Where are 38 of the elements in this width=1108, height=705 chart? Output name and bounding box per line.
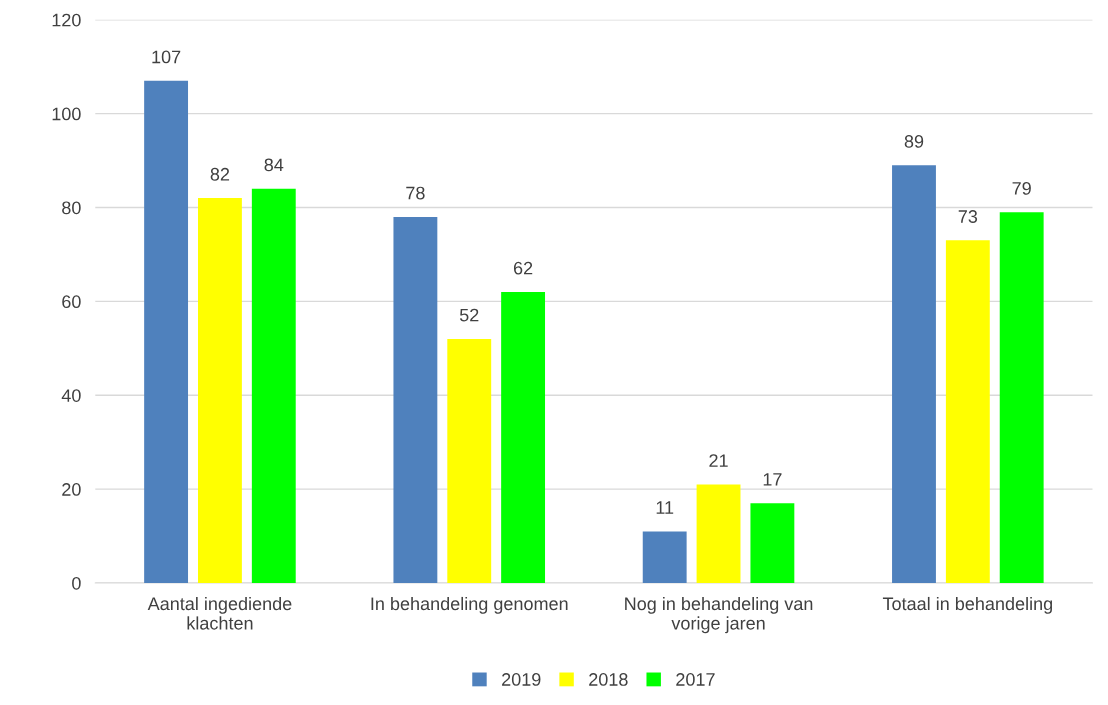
y-tick-label: 100: [52, 107, 81, 121]
bar: [251, 188, 296, 584]
bar: [393, 216, 438, 584]
data-label: 11: [656, 501, 674, 514]
data-label: 84: [264, 158, 284, 172]
y-tick-label: 20: [62, 483, 81, 496]
legend-label: 2017: [676, 673, 715, 686]
bar: [642, 531, 687, 584]
bar: [999, 212, 1044, 584]
x-tick-label: Nog in behandeling van vorige jaren: [625, 596, 813, 634]
bar: [198, 198, 242, 584]
bar: [144, 80, 189, 584]
data-label: 78: [406, 186, 425, 200]
data-label: 82: [210, 167, 230, 181]
y-tick-label: 60: [62, 295, 81, 309]
x-tick-label: Aantal ingediende klachten: [147, 596, 292, 630]
bar: [501, 292, 546, 584]
y-tick-label: 120: [52, 13, 81, 27]
legend-label: 2019: [502, 673, 541, 686]
data-label: 79: [1012, 181, 1031, 195]
legend-label: 2018: [589, 673, 628, 686]
bar: [696, 484, 741, 584]
bar: [892, 165, 936, 584]
y-tick-label: 40: [61, 389, 81, 402]
x-tick-label: In behandeling genomen: [371, 596, 568, 614]
bar: [447, 338, 492, 584]
bar: [750, 503, 795, 584]
data-label: 17: [763, 473, 782, 486]
data-label: 21: [709, 454, 728, 467]
data-label: 52: [459, 308, 479, 322]
data-label: 89: [904, 135, 924, 148]
data-label: 107: [152, 50, 181, 64]
data-label: 62: [513, 261, 533, 275]
data-label: 73: [958, 210, 978, 223]
bar: [945, 240, 990, 584]
x-tick-label: Totaal in behandeling: [882, 596, 1053, 614]
y-tick-label: 80: [62, 201, 81, 215]
y-tick-label: 0: [72, 576, 81, 590]
